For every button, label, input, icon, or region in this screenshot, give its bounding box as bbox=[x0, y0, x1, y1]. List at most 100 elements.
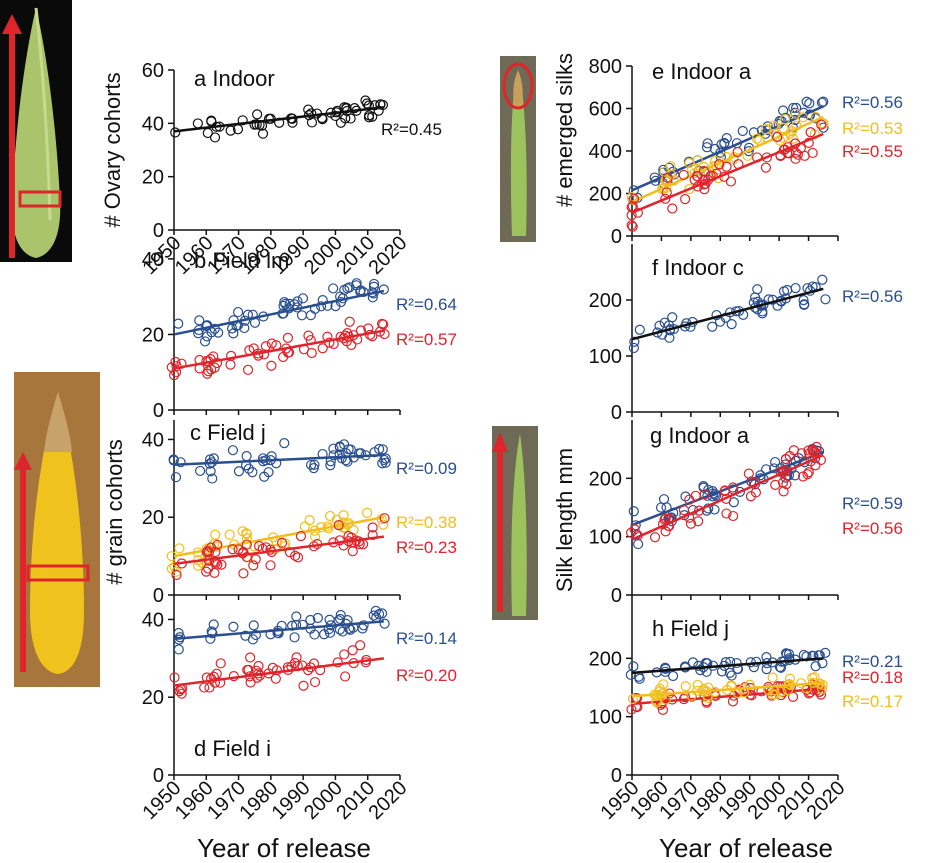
ytick-label-f: 200 bbox=[589, 290, 622, 312]
r2-label-a-ovary: R²=0.45 bbox=[381, 120, 442, 139]
panel-a: 020406019501960197019801990200020102020a… bbox=[139, 60, 442, 279]
point-d-red bbox=[245, 677, 256, 688]
point-f-blue bbox=[654, 320, 665, 331]
ytick-label-b: 40 bbox=[142, 249, 164, 271]
fit-line-e-red bbox=[631, 132, 824, 214]
point-b-blue bbox=[278, 300, 289, 311]
point-g-red bbox=[784, 450, 795, 462]
point-c-blue bbox=[241, 451, 252, 462]
point-c-blue bbox=[247, 467, 258, 478]
point-c-red bbox=[212, 539, 223, 550]
ytick-label-e: 0 bbox=[611, 226, 622, 248]
point-d-red bbox=[291, 652, 302, 663]
point-c-yellow bbox=[348, 524, 359, 536]
point-a-ovary bbox=[251, 119, 262, 130]
point-c-blue bbox=[306, 459, 317, 471]
point-e-blue bbox=[788, 102, 799, 114]
point-e-yellow bbox=[779, 114, 791, 125]
point-c-blue bbox=[259, 471, 270, 482]
point-d-blue bbox=[173, 644, 184, 655]
fit-line-h-red bbox=[631, 687, 824, 706]
r2-label-g-blue: R²=0.59 bbox=[842, 494, 903, 513]
point-a-ovary bbox=[170, 127, 181, 138]
point-c-yellow bbox=[304, 515, 315, 526]
point-b-red bbox=[260, 341, 272, 352]
point-a-ovary bbox=[192, 118, 203, 129]
point-a-ovary bbox=[330, 110, 341, 122]
point-e-red bbox=[790, 153, 801, 164]
r2-label-c-red: R²=0.23 bbox=[396, 538, 457, 557]
ytick-label-e: 400 bbox=[589, 141, 622, 163]
point-g-red bbox=[796, 448, 807, 459]
left-ylabel-bottom: # grain cohorts bbox=[102, 439, 127, 585]
point-b-blue bbox=[344, 282, 355, 293]
point-d-blue bbox=[368, 610, 379, 621]
point-d-blue bbox=[289, 632, 300, 643]
point-d-red bbox=[215, 658, 226, 669]
point-c-red bbox=[265, 560, 276, 571]
point-e-yellow bbox=[692, 155, 703, 166]
point-g-blue bbox=[709, 504, 720, 515]
point-d-red bbox=[339, 649, 350, 660]
ytick-label-d: 20 bbox=[142, 687, 164, 709]
point-e-red bbox=[721, 161, 732, 172]
ytick-label-g: 100 bbox=[589, 527, 622, 549]
right-ylabel-bottom: Silk length mm bbox=[552, 448, 577, 592]
point-e-red bbox=[680, 194, 691, 205]
point-h-red bbox=[626, 704, 637, 715]
r2-label-d-blue: R²=0.14 bbox=[396, 629, 457, 648]
point-c-red bbox=[334, 535, 345, 546]
point-b-red bbox=[317, 343, 328, 354]
point-h-blue bbox=[775, 662, 787, 673]
point-d-red bbox=[215, 677, 226, 688]
point-f-blue bbox=[757, 308, 768, 319]
point-d-red bbox=[271, 665, 282, 676]
point-b-red bbox=[346, 339, 357, 351]
point-b-blue bbox=[315, 301, 327, 312]
point-g-red bbox=[721, 508, 732, 519]
point-a-ovary bbox=[335, 117, 347, 128]
point-e-blue bbox=[818, 122, 829, 133]
point-d-red bbox=[332, 657, 343, 668]
point-e-red bbox=[714, 159, 725, 170]
fit-line-f-blue bbox=[631, 287, 824, 341]
point-h-red bbox=[657, 704, 669, 715]
point-b-red bbox=[266, 338, 277, 349]
point-b-blue bbox=[213, 327, 224, 338]
point-e-blue bbox=[790, 107, 801, 118]
point-b-blue bbox=[199, 336, 211, 347]
panel-title-f: f Indoor c bbox=[652, 255, 744, 280]
point-e-red bbox=[626, 220, 637, 231]
point-g-red bbox=[810, 460, 821, 471]
point-h-yellow bbox=[817, 679, 828, 690]
point-c-blue bbox=[243, 463, 254, 474]
r2-label-e-red: R²=0.55 bbox=[842, 142, 903, 161]
point-d-red bbox=[347, 645, 358, 656]
point-b-blue bbox=[194, 315, 205, 326]
point-f-blue bbox=[634, 324, 645, 335]
panel-title-d: d Field i bbox=[194, 736, 271, 761]
point-d-blue bbox=[370, 605, 381, 616]
point-d-red bbox=[340, 671, 351, 682]
point-b-blue bbox=[328, 283, 339, 294]
point-c-red bbox=[250, 554, 261, 565]
point-c-yellow bbox=[324, 510, 336, 522]
point-h-blue bbox=[724, 667, 735, 678]
point-h-blue bbox=[820, 647, 831, 658]
point-e-yellow bbox=[665, 161, 676, 172]
point-c-blue bbox=[207, 473, 218, 484]
point-h-blue bbox=[667, 670, 679, 682]
point-e-red bbox=[805, 127, 816, 138]
point-h-yellow bbox=[627, 693, 639, 705]
point-c-yellow bbox=[299, 521, 310, 532]
point-h-yellow bbox=[726, 681, 737, 692]
point-b-red bbox=[376, 318, 388, 329]
point-c-red bbox=[248, 560, 259, 571]
point-g-red bbox=[693, 516, 704, 527]
point-c-blue bbox=[175, 457, 186, 468]
right-ylabel-top: # emerged silks bbox=[552, 53, 577, 207]
point-c-yellow bbox=[174, 543, 185, 554]
point-c-red bbox=[295, 531, 307, 542]
point-e-yellow bbox=[787, 126, 798, 137]
point-c-blue bbox=[379, 454, 390, 466]
